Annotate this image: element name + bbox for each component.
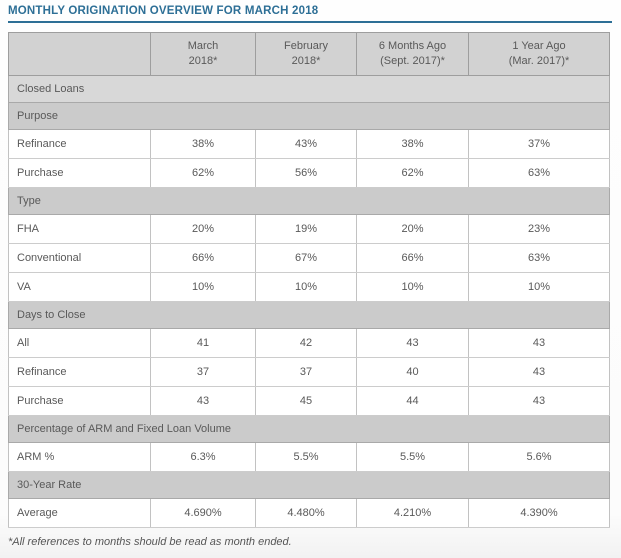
cell-value: 20% (150, 214, 256, 244)
cell-value: 43 (468, 357, 610, 387)
cell-value: 10% (150, 272, 256, 302)
cell-value: 4.390% (468, 498, 610, 528)
title-underline (8, 21, 612, 23)
header-cell-6-months-ago: 6 Months Ago (Sept. 2017)* (356, 32, 469, 76)
section-row-percentage-of-arm-and-fixed-loan-volume: Percentage of ARM and Fixed Loan Volume (8, 415, 610, 443)
table-header: March 2018* February 2018* 6 Months Ago (Sept… (8, 32, 610, 76)
section-row-purpose: Purpose (8, 102, 610, 130)
cell-value: 43 (150, 386, 256, 416)
cell-value: 10% (356, 272, 469, 302)
table-row-type-fha: FHA 20% 19% 20% 23% (8, 214, 610, 244)
section-row-closed-loans: Closed Loans (8, 75, 610, 103)
header-line-2: 2018* (291, 55, 321, 67)
row-label: FHA (8, 214, 151, 244)
cell-value: 40 (356, 357, 469, 387)
cell-value: 4.480% (255, 498, 357, 528)
section-row-type: Type (8, 187, 610, 215)
cell-value: 44 (356, 386, 469, 416)
cell-value: 43 (356, 328, 469, 358)
table-row-days-to-close-purchase: Purchase 43 45 44 43 (8, 386, 610, 416)
table-body: Closed Loans Purpose Refinance 38% 43% 38% 37%… (8, 75, 610, 528)
header-cell-march: March 2018* (150, 32, 256, 76)
header-row: March 2018* February 2018* 6 Months Ago (Sept… (8, 32, 610, 76)
cell-value: 23% (468, 214, 610, 244)
cell-value: 38% (150, 129, 256, 159)
cell-value: 67% (255, 243, 357, 273)
cell-value: 10% (255, 272, 357, 302)
section-label: Purpose (8, 102, 610, 130)
header-line-2: (Sept. 2017)* (380, 55, 445, 67)
cell-value: 42 (255, 328, 357, 358)
row-label: Conventional (8, 243, 151, 273)
cell-value: 56% (255, 158, 357, 188)
row-label: All (8, 328, 151, 358)
table-row-days-to-close-all: All 41 42 43 43 (8, 328, 610, 358)
origination-overview-table: March 2018* February 2018* 6 Months Ago (Sept… (8, 32, 610, 528)
cell-value: 5.5% (255, 442, 357, 472)
cell-value: 37 (255, 357, 357, 387)
section-row-30-year-rate: 30-Year Rate (8, 471, 610, 499)
cell-value: 63% (468, 158, 610, 188)
cell-value: 43 (468, 386, 610, 416)
cell-value: 62% (356, 158, 469, 188)
cell-value: 19% (255, 214, 357, 244)
header-line-1: February (283, 40, 329, 53)
cell-value: 66% (356, 243, 469, 273)
cell-value: 43% (255, 129, 357, 159)
cell-value: 66% (150, 243, 256, 273)
row-label: VA (8, 272, 151, 302)
table-row-type-va: VA 10% 10% 10% 10% (8, 272, 610, 302)
section-label: Closed Loans (8, 75, 610, 103)
cell-value: 5.5% (356, 442, 469, 472)
header-line-1: 6 Months Ago (378, 40, 447, 53)
row-label: Purchase (8, 386, 151, 416)
cell-value: 41 (150, 328, 256, 358)
cell-value: 20% (356, 214, 469, 244)
row-label: ARM % (8, 442, 151, 472)
section-label: Days to Close (8, 301, 610, 329)
cell-value: 38% (356, 129, 469, 159)
section-row-days-to-close: Days to Close (8, 301, 610, 329)
header-cell-blank (8, 32, 151, 76)
cell-value: 37% (468, 129, 610, 159)
cell-value: 4.210% (356, 498, 469, 528)
table-row-purpose-refinance: Refinance 38% 43% 38% 37% (8, 129, 610, 159)
row-label: Refinance (8, 129, 151, 159)
page-title: MONTHLY ORIGINATION OVERVIEW FOR MARCH 2… (8, 5, 319, 17)
section-label: 30-Year Rate (8, 471, 610, 499)
table-row-purpose-purchase: Purchase 62% 56% 62% 63% (8, 158, 610, 188)
cell-value: 6.3% (150, 442, 256, 472)
cell-value: 43 (468, 328, 610, 358)
header-line-2: (Mar. 2017)* (508, 55, 570, 67)
row-label: Purchase (8, 158, 151, 188)
row-label: Refinance (8, 357, 151, 387)
header-line-1: March (187, 40, 219, 53)
footnote: *All references to months should be read… (8, 536, 292, 548)
table-row-30-year-rate-average: Average 4.690% 4.480% 4.210% 4.390% (8, 498, 610, 528)
cell-value: 5.6% (468, 442, 610, 472)
cell-value: 10% (468, 272, 610, 302)
section-label: Type (8, 187, 610, 215)
cell-value: 4.690% (150, 498, 256, 528)
table-row-days-to-close-refinance: Refinance 37 37 40 43 (8, 357, 610, 387)
cell-value: 37 (150, 357, 256, 387)
row-label: Average (8, 498, 151, 528)
header-line-1: 1 Year Ago (512, 40, 566, 53)
header-cell-february: February 2018* (255, 32, 357, 76)
header-cell-1-year-ago: 1 Year Ago (Mar. 2017)* (468, 32, 610, 76)
header-line-2: 2018* (188, 55, 218, 67)
section-label: Percentage of ARM and Fixed Loan Volume (8, 415, 610, 443)
table-row-percentage-of-arm-and-fixed-loan-volume-arm: ARM % 6.3% 5.5% 5.5% 5.6% (8, 442, 610, 472)
cell-value: 63% (468, 243, 610, 273)
cell-value: 62% (150, 158, 256, 188)
cell-value: 45 (255, 386, 357, 416)
table-row-type-conventional: Conventional 66% 67% 66% 63% (8, 243, 610, 273)
